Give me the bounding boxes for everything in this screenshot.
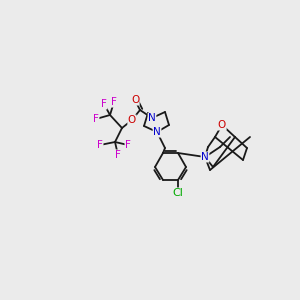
Text: F: F	[93, 114, 99, 124]
Text: F: F	[101, 99, 107, 109]
Text: N: N	[148, 113, 156, 123]
Text: F: F	[125, 140, 131, 150]
Text: O: O	[128, 115, 136, 125]
Text: N: N	[201, 152, 209, 162]
Text: F: F	[111, 97, 117, 107]
Text: O: O	[131, 95, 139, 105]
Text: O: O	[218, 120, 226, 130]
Text: F: F	[97, 140, 103, 150]
Text: N: N	[153, 127, 161, 137]
Text: F: F	[115, 150, 121, 160]
Text: Cl: Cl	[172, 188, 183, 198]
